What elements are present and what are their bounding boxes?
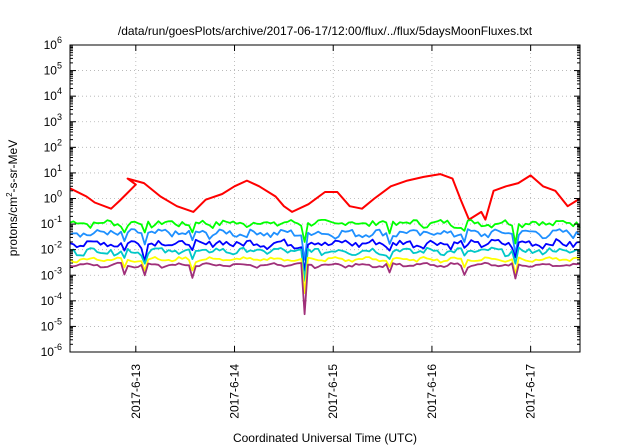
y-tick-label: 10-3 xyxy=(41,265,62,282)
y-axis-label: protons/cm2-s-sr-MeV xyxy=(5,140,20,256)
x-axis-label: Coordinated Universal Time (UTC) xyxy=(233,431,417,445)
series-line-red xyxy=(69,173,581,221)
y-tick-label: 103 xyxy=(44,112,62,129)
y-tick-label: 104 xyxy=(44,86,62,103)
y-tick-label: 101 xyxy=(44,163,62,180)
y-tick-label: 10-5 xyxy=(41,316,62,333)
y-axis-ticks: 10-6 10-5 10-4 10-3 10-2 10-1 100 101 102 103 104 1… xyxy=(41,35,580,359)
y-tick-label: 102 xyxy=(44,137,62,154)
series-line-green xyxy=(69,218,581,245)
y-tick-label: 100 xyxy=(44,189,62,206)
x-tick-label: 2017-6-15 xyxy=(326,364,340,419)
series-line-purple xyxy=(69,261,581,316)
x-tick-label: 2017-6-16 xyxy=(425,364,439,419)
grid xyxy=(70,45,580,352)
series-line-blue-light xyxy=(69,228,581,261)
x-tick-label: 2017-6-14 xyxy=(228,364,242,419)
y-tick-label: 10-2 xyxy=(41,240,62,257)
y-axis-label-rest: -s-sr-MeV xyxy=(6,140,20,193)
x-tick-label: 2017-6-17 xyxy=(524,364,538,419)
x-axis-ticks: 2017-6-13 2017-6-14 2017-6-15 2017-6-16 2017… xyxy=(129,45,538,419)
y-tick-label: 106 xyxy=(44,35,62,52)
y-axis-label-base: protons/cm xyxy=(6,197,20,256)
y-axis-label-sup: 2 xyxy=(5,192,14,197)
y-tick-label: 10-6 xyxy=(41,342,62,359)
series-line-blue xyxy=(69,238,581,272)
y-tick-label: 10-4 xyxy=(41,291,62,308)
chart-title: /data/run/goesPlots/archive/2017-06-17/1… xyxy=(118,24,533,38)
x-tick-label: 2017-6-13 xyxy=(129,364,143,419)
series-line-yellow xyxy=(69,256,581,295)
y-tick-label: 105 xyxy=(44,61,62,78)
series-line-cyan xyxy=(69,246,581,282)
y-tick-label: 10-1 xyxy=(41,214,62,231)
series-lines xyxy=(69,173,581,316)
